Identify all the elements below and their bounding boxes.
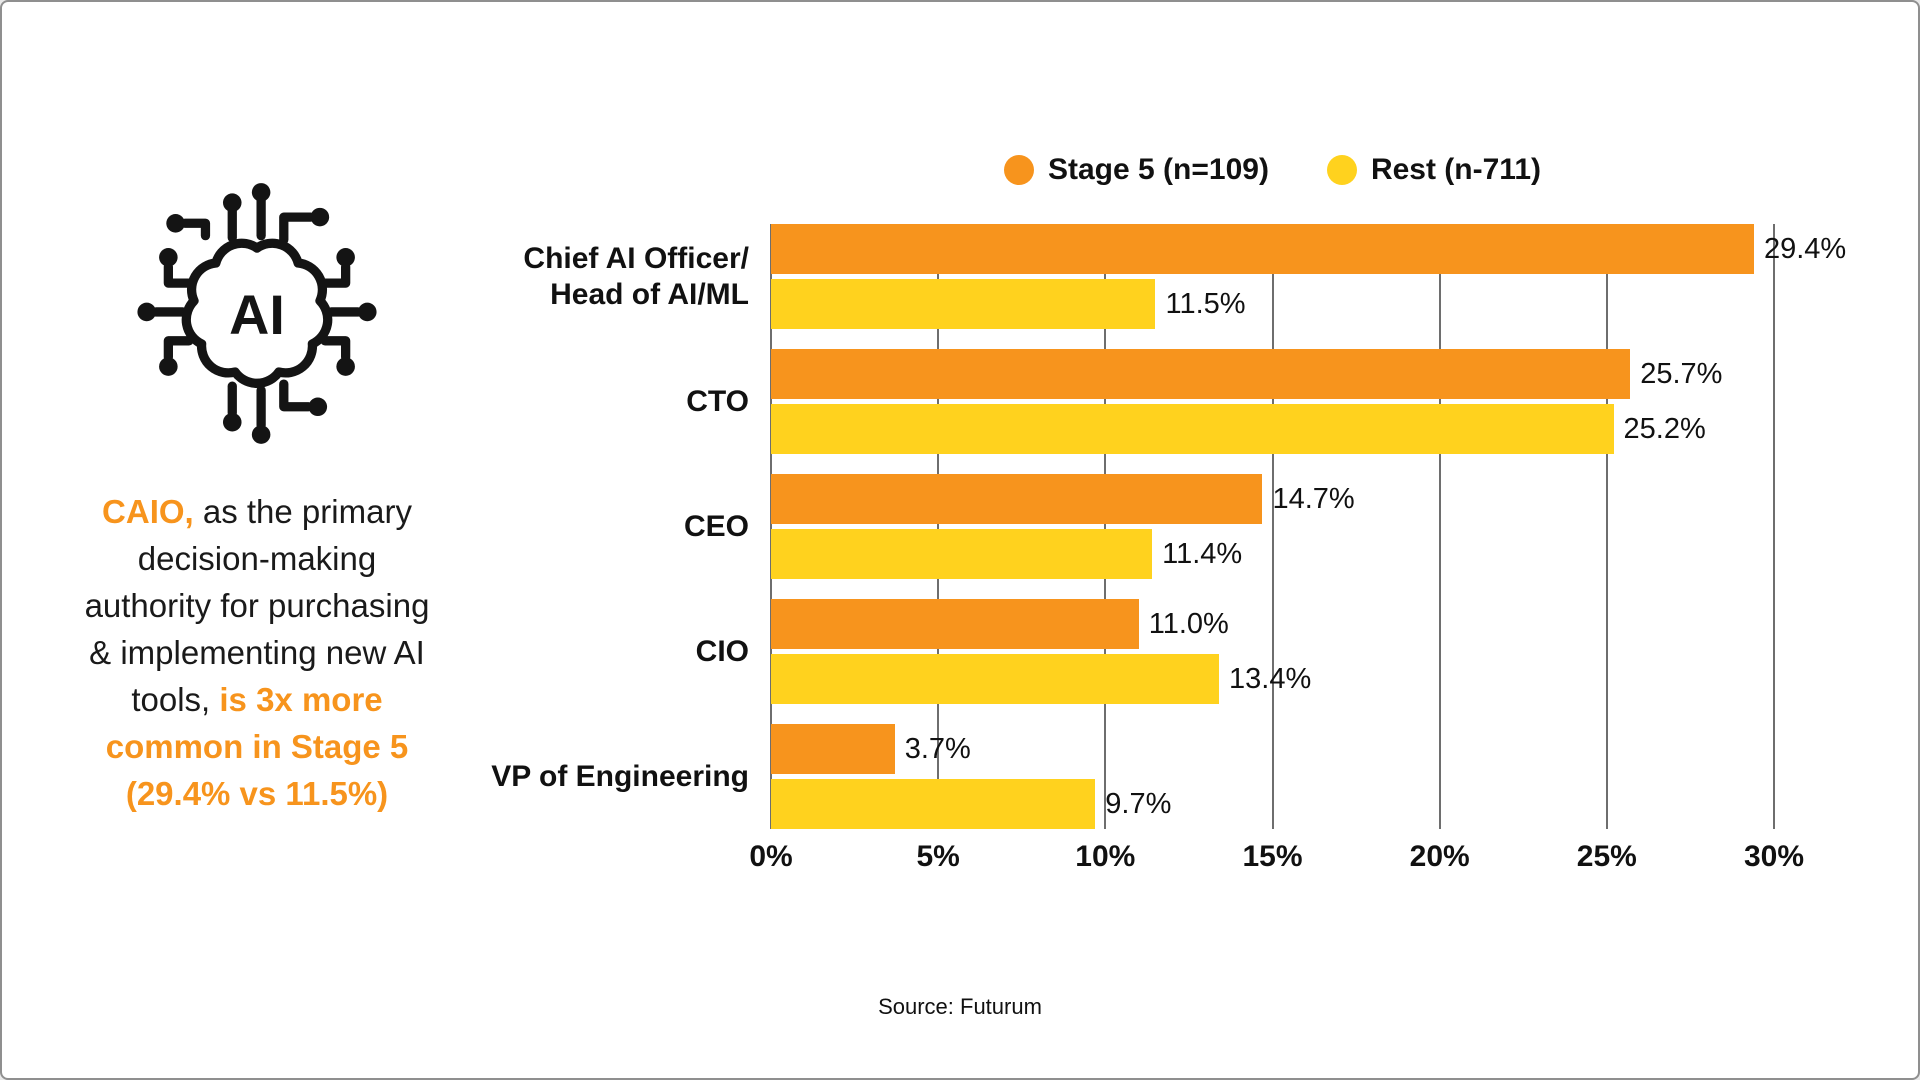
bar-stage5 (771, 724, 895, 774)
category-label: CTO (686, 384, 749, 418)
callout-highlight: CAIO, (102, 493, 194, 530)
bar-rest (771, 779, 1096, 829)
x-axis: 0% 5% 10% 15% 20% 25% 30% (749, 840, 1804, 880)
bar-value-label: 25.7% (1640, 358, 1723, 390)
source-note: Source: Futurum (878, 994, 1042, 1019)
gridline (770, 224, 772, 829)
callout-highlight: common in Stage 5 (105, 728, 409, 765)
chart-legend: Stage 5 (n=109) Rest (n-711) (771, 148, 1774, 192)
legend-label-stage5: Stage 5 (n=109) (1048, 153, 1269, 186)
gridline (1271, 224, 1274, 829)
gridline (1773, 224, 1775, 829)
callout-line: & implementing new AI (27, 629, 487, 676)
legend-item-rest: Rest (n-711) (1326, 153, 1541, 187)
ai-brain-icon-svg: AI (137, 183, 377, 444)
callout-highlight: (29.4% vs 11.5%) (125, 775, 389, 812)
callout-line: decision-making (27, 535, 487, 582)
callout-plain: & implementing new AI (89, 634, 425, 671)
callout-plain: authority for purchasing (84, 587, 430, 624)
bar-rest (771, 529, 1153, 579)
bar-stage5 (771, 224, 1754, 274)
bar-value-label: 13.4% (1229, 663, 1312, 695)
gridline (1104, 224, 1107, 829)
bar-rest (771, 404, 1614, 454)
callout-plain: as the primary (193, 493, 412, 530)
category-label: VP of Engineering (491, 759, 749, 793)
legend-item-stage5: Stage 5 (n=109) (1004, 153, 1269, 187)
callout-line: tools, is 3x more (27, 676, 487, 723)
gridline (937, 224, 940, 829)
x-tick-label: 10% (1075, 840, 1136, 873)
bar-value-label: 14.7% (1272, 483, 1355, 515)
bar-stage5 (771, 349, 1631, 399)
bar-value-label: 11.4% (1162, 538, 1243, 570)
legend-dot-stage5-icon (1004, 155, 1034, 185)
gridline (1438, 224, 1441, 829)
legend-label-rest: Rest (n-711) (1370, 153, 1541, 186)
callout-line: common in Stage 5 (27, 723, 487, 770)
bar-rest (771, 654, 1219, 704)
callout-highlight: is 3x more (219, 681, 383, 718)
x-tick-label: 0% (749, 840, 793, 873)
category-label: Chief AI Officer/ Head of AI/ML (523, 241, 749, 311)
callout-line: (29.4% vs 11.5%) (27, 770, 487, 817)
x-tick-label: 20% (1409, 840, 1470, 873)
category-label: CIO (695, 634, 749, 668)
ai-brain-icon: AI (42, 180, 472, 453)
bar-value-label: 9.7% (1105, 788, 1172, 820)
callout-plain: tools, (131, 681, 220, 718)
x-tick-label: 25% (1576, 840, 1637, 873)
category-label: CEO (683, 509, 749, 543)
bar-value-label: 29.4% (1763, 233, 1847, 265)
callout-line: CAIO, as the primary (27, 488, 487, 535)
bar-value-label: 3.7% (904, 733, 971, 765)
category-labels: Chief AI Officer/ Head of AI/ML CTO CEO CIO… (432, 224, 749, 829)
gridline (1605, 224, 1608, 829)
bar-value-label: 11.0% (1148, 608, 1229, 640)
bar-value-label: 25.2% (1623, 413, 1706, 445)
legend-dot-rest-icon (1326, 155, 1357, 185)
callout-text: CAIO, as the primary decision-making autho… (27, 488, 487, 817)
x-tick-label: 5% (916, 840, 960, 873)
plot-area: 29.4% 11.5% 25.7% 25.2% 14.7% 11.4% 11.0% 13.4%… (770, 224, 1846, 829)
callout-plain: decision-making (137, 540, 377, 577)
ai-icon-label: AI (229, 284, 285, 346)
x-tick-label: 15% (1242, 840, 1303, 873)
x-tick-label: 30% (1743, 840, 1805, 873)
bar-stage5 (771, 474, 1263, 524)
bar-stage5 (771, 599, 1139, 649)
callout-line: authority for purchasing (27, 582, 487, 629)
bar-rest (771, 279, 1156, 329)
bar-value-label: 11.5% (1165, 288, 1246, 320)
